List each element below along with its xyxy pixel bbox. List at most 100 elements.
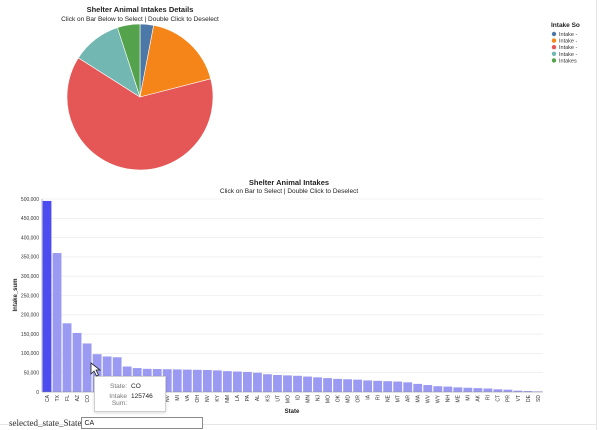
x-tick-label: CO bbox=[85, 395, 91, 403]
x-tick-label: AK bbox=[476, 394, 482, 401]
bar[interactable] bbox=[212, 370, 222, 392]
bar[interactable] bbox=[72, 332, 82, 392]
bar[interactable] bbox=[52, 253, 62, 392]
bar[interactable] bbox=[493, 389, 503, 392]
x-tick-label: PR bbox=[506, 395, 512, 402]
bar[interactable] bbox=[62, 323, 72, 392]
bar[interactable] bbox=[423, 385, 433, 392]
pie-slice[interactable] bbox=[139, 24, 212, 98]
y-tick-label: 300,000 bbox=[21, 274, 39, 280]
legend-swatch[interactable] bbox=[551, 31, 557, 37]
x-tick-label: WY bbox=[436, 394, 442, 403]
x-tick-label: AZ bbox=[75, 395, 81, 401]
bar[interactable] bbox=[443, 386, 453, 392]
pie-chart[interactable]: Shelter Animal Intakes Details Click on … bbox=[0, 0, 600, 172]
bar[interactable] bbox=[172, 369, 182, 392]
x-tick-label: NV bbox=[205, 394, 211, 402]
bar[interactable] bbox=[232, 371, 242, 392]
pie-slice[interactable] bbox=[66, 57, 214, 171]
bar[interactable] bbox=[112, 357, 122, 392]
bar[interactable] bbox=[162, 369, 172, 392]
x-tick-label: NJ bbox=[315, 395, 321, 402]
bar[interactable] bbox=[293, 375, 302, 392]
x-tick-label: OK bbox=[335, 394, 341, 402]
pie-legend[interactable]: Intake -Intake -Intake -Intake -Intakes bbox=[551, 31, 578, 65]
bar[interactable] bbox=[102, 356, 112, 392]
selector-input[interactable] bbox=[81, 417, 204, 429]
bar[interactable] bbox=[483, 388, 493, 392]
bar[interactable] bbox=[182, 369, 192, 392]
bar[interactable] bbox=[202, 369, 212, 392]
pie-title: Shelter Animal Intakes Details bbox=[87, 5, 194, 14]
y-tick-label: 50,000 bbox=[24, 371, 40, 377]
state-selector: selected_state_State bbox=[9, 416, 204, 430]
bar[interactable] bbox=[463, 387, 473, 392]
bar-marks[interactable] bbox=[42, 200, 543, 392]
tooltip: State: CO Intake Sum: 125746 bbox=[94, 376, 166, 412]
bar[interactable] bbox=[243, 371, 252, 392]
bar[interactable] bbox=[303, 376, 312, 392]
tooltip-state-value: CO bbox=[131, 383, 141, 390]
tooltip-sum-key: Intake Sum: bbox=[109, 393, 127, 407]
bar[interactable] bbox=[313, 377, 322, 392]
legend-label[interactable]: Intake - bbox=[559, 39, 578, 45]
x-tick-label: MI bbox=[466, 395, 472, 401]
legend-label[interactable]: Intake - bbox=[559, 45, 578, 51]
x-tick-label: FL bbox=[65, 395, 71, 401]
bar[interactable] bbox=[273, 375, 282, 392]
bar[interactable] bbox=[222, 371, 232, 392]
bar[interactable] bbox=[343, 379, 353, 392]
y-tick-label: 450,000 bbox=[21, 216, 39, 222]
bar[interactable] bbox=[283, 375, 292, 392]
bar[interactable] bbox=[523, 391, 533, 392]
tooltip-sum-value: 125746 bbox=[131, 393, 153, 400]
x-axis-title: State bbox=[285, 409, 300, 415]
legend-label[interactable]: Intakes bbox=[559, 58, 577, 64]
bar[interactable] bbox=[503, 389, 513, 392]
legend-swatch[interactable] bbox=[551, 51, 557, 56]
bar[interactable] bbox=[513, 390, 523, 392]
bar[interactable] bbox=[433, 386, 443, 392]
x-tick-label: MA bbox=[416, 394, 422, 402]
bar[interactable] bbox=[403, 382, 413, 392]
x-tick-label: NM bbox=[225, 395, 231, 403]
legend-label[interactable]: Intake - bbox=[559, 32, 578, 38]
pie-subtitle: Click on Bar Below to Select | Double Cl… bbox=[61, 16, 219, 23]
bar[interactable] bbox=[383, 381, 393, 392]
x-tick-label: MO bbox=[285, 395, 291, 403]
bar[interactable] bbox=[373, 380, 383, 392]
bar[interactable] bbox=[363, 380, 373, 392]
x-tick-label: SD bbox=[536, 395, 542, 402]
bar[interactable] bbox=[413, 383, 423, 392]
pie-slices[interactable] bbox=[66, 23, 214, 171]
bar[interactable] bbox=[393, 381, 403, 392]
bar[interactable] bbox=[42, 200, 52, 392]
x-tick-label: MD bbox=[345, 395, 351, 403]
bar[interactable] bbox=[473, 388, 483, 392]
bar[interactable] bbox=[253, 372, 262, 392]
legend-swatch[interactable] bbox=[551, 58, 557, 63]
bar[interactable] bbox=[323, 378, 332, 392]
mouse-cursor-icon bbox=[90, 362, 102, 377]
legend-label[interactable]: Intake - bbox=[559, 52, 578, 58]
x-tick-label: MI bbox=[175, 395, 181, 401]
bar-chart[interactable]: Shelter Animal Intakes Click on Bar to S… bbox=[0, 172, 600, 417]
x-tick-label: CT bbox=[496, 395, 502, 402]
x-tick-label: TX bbox=[55, 394, 61, 401]
legend-title: Intake So bbox=[551, 22, 580, 29]
bar[interactable] bbox=[333, 378, 342, 392]
pie-slice[interactable] bbox=[117, 23, 141, 98]
bar[interactable] bbox=[82, 343, 92, 392]
x-tick-label: NV bbox=[165, 394, 171, 402]
legend-swatch[interactable] bbox=[551, 45, 557, 50]
bar[interactable] bbox=[263, 374, 272, 392]
legend-swatch[interactable] bbox=[551, 38, 557, 43]
bar[interactable] bbox=[453, 387, 463, 392]
bar[interactable] bbox=[192, 369, 202, 392]
bar[interactable] bbox=[353, 379, 363, 392]
x-tick-label: RI bbox=[486, 395, 492, 400]
x-tick-label: AR bbox=[406, 395, 412, 402]
x-tick-label: ID bbox=[295, 395, 301, 400]
x-tick-label: NE bbox=[385, 394, 391, 402]
x-tick-label: KY bbox=[215, 394, 221, 401]
